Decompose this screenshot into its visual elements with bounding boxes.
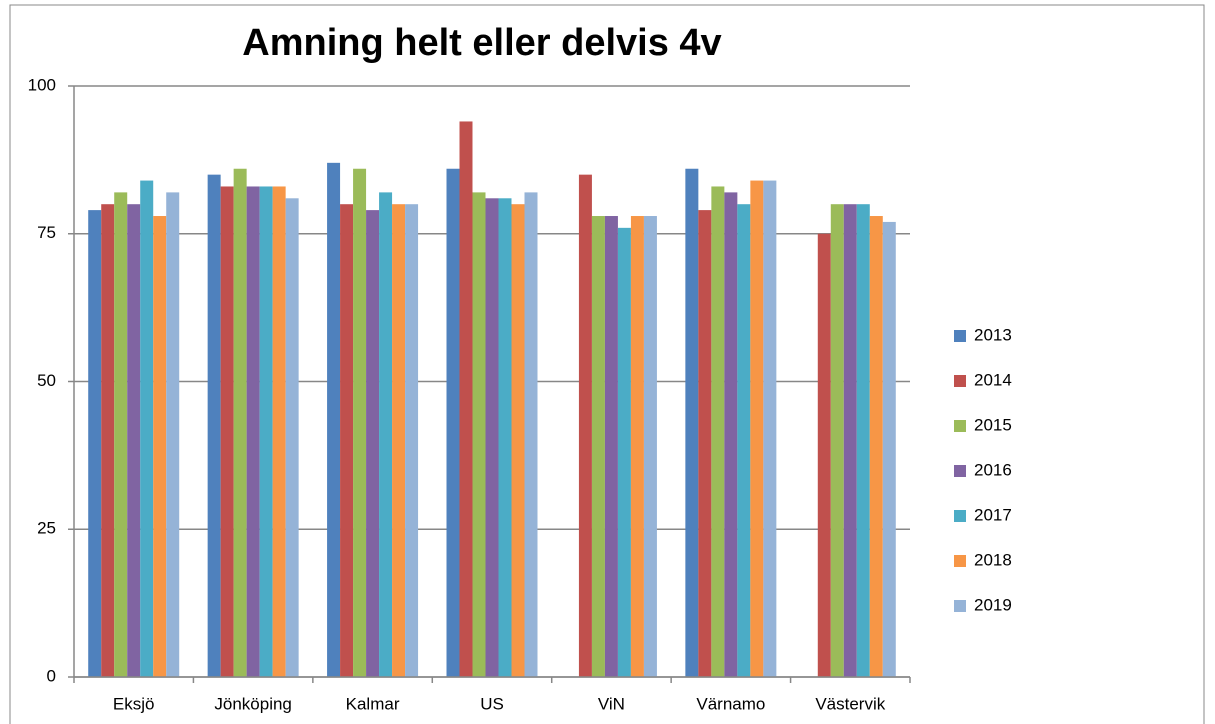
bar (233, 168, 247, 678)
bar (127, 204, 141, 677)
bar (366, 210, 380, 678)
bar (272, 186, 286, 677)
x-tick-label: ViN (598, 694, 625, 713)
legend-swatch (954, 375, 966, 387)
bar (285, 198, 299, 678)
x-tick-label: Jönköping (214, 694, 292, 713)
bar (392, 204, 406, 677)
legend-swatch (954, 510, 966, 522)
bar (246, 186, 260, 677)
bar (472, 192, 486, 677)
bar (153, 216, 167, 677)
x-tick-label: Västervik (815, 694, 885, 713)
bar (459, 121, 473, 677)
legend-swatch (954, 555, 966, 567)
x-tick-label: US (480, 694, 504, 713)
y-tick-label: 100 (28, 75, 56, 94)
bar (101, 204, 115, 677)
chart-title: Amning helt eller delvis 4v (242, 22, 721, 64)
legend-label: 2013 (974, 325, 1012, 344)
bar (763, 180, 777, 677)
bar (817, 233, 831, 677)
bar (485, 198, 499, 678)
legend-label: 2017 (974, 505, 1012, 524)
bar (630, 216, 644, 677)
bar (698, 210, 712, 678)
bar (327, 162, 341, 677)
bar (685, 168, 699, 678)
legend-label: 2019 (974, 595, 1012, 614)
bar (869, 216, 883, 677)
legend-swatch (954, 330, 966, 342)
x-tick-label: Eksjö (113, 694, 155, 713)
bar (604, 216, 618, 677)
y-tick-label: 75 (37, 223, 56, 242)
bar (882, 221, 896, 677)
bar (220, 186, 234, 677)
bar (166, 192, 180, 677)
legend-label: 2014 (974, 370, 1012, 389)
bar (405, 204, 419, 677)
x-tick-label: Kalmar (346, 694, 400, 713)
bar (353, 168, 367, 678)
bar (114, 192, 128, 677)
bar (259, 186, 273, 677)
legend-label: 2015 (974, 415, 1012, 434)
legend-swatch (954, 465, 966, 477)
legend-swatch (954, 420, 966, 432)
x-tick-label: Värnamo (696, 694, 765, 713)
y-tick-label: 50 (37, 371, 56, 390)
bar (498, 198, 512, 678)
bar (140, 180, 154, 677)
legend-label: 2016 (974, 460, 1012, 479)
bar (856, 204, 870, 677)
bar (524, 192, 538, 677)
legend-label: 2018 (974, 550, 1012, 569)
bar (340, 204, 354, 677)
bar (643, 216, 657, 677)
bar (207, 174, 221, 677)
bar (446, 168, 460, 678)
bar (724, 192, 738, 677)
legend-swatch (954, 600, 966, 612)
bar (737, 204, 751, 677)
bar (578, 174, 592, 677)
y-tick-label: 25 (37, 519, 56, 538)
bar (379, 192, 393, 677)
bar (843, 204, 857, 677)
y-tick-label: 0 (47, 666, 56, 685)
bar (617, 227, 631, 677)
bar (750, 180, 764, 677)
bar (830, 204, 844, 677)
bar (591, 216, 605, 677)
bar (88, 210, 102, 678)
bar (511, 204, 525, 677)
bar (711, 186, 725, 677)
